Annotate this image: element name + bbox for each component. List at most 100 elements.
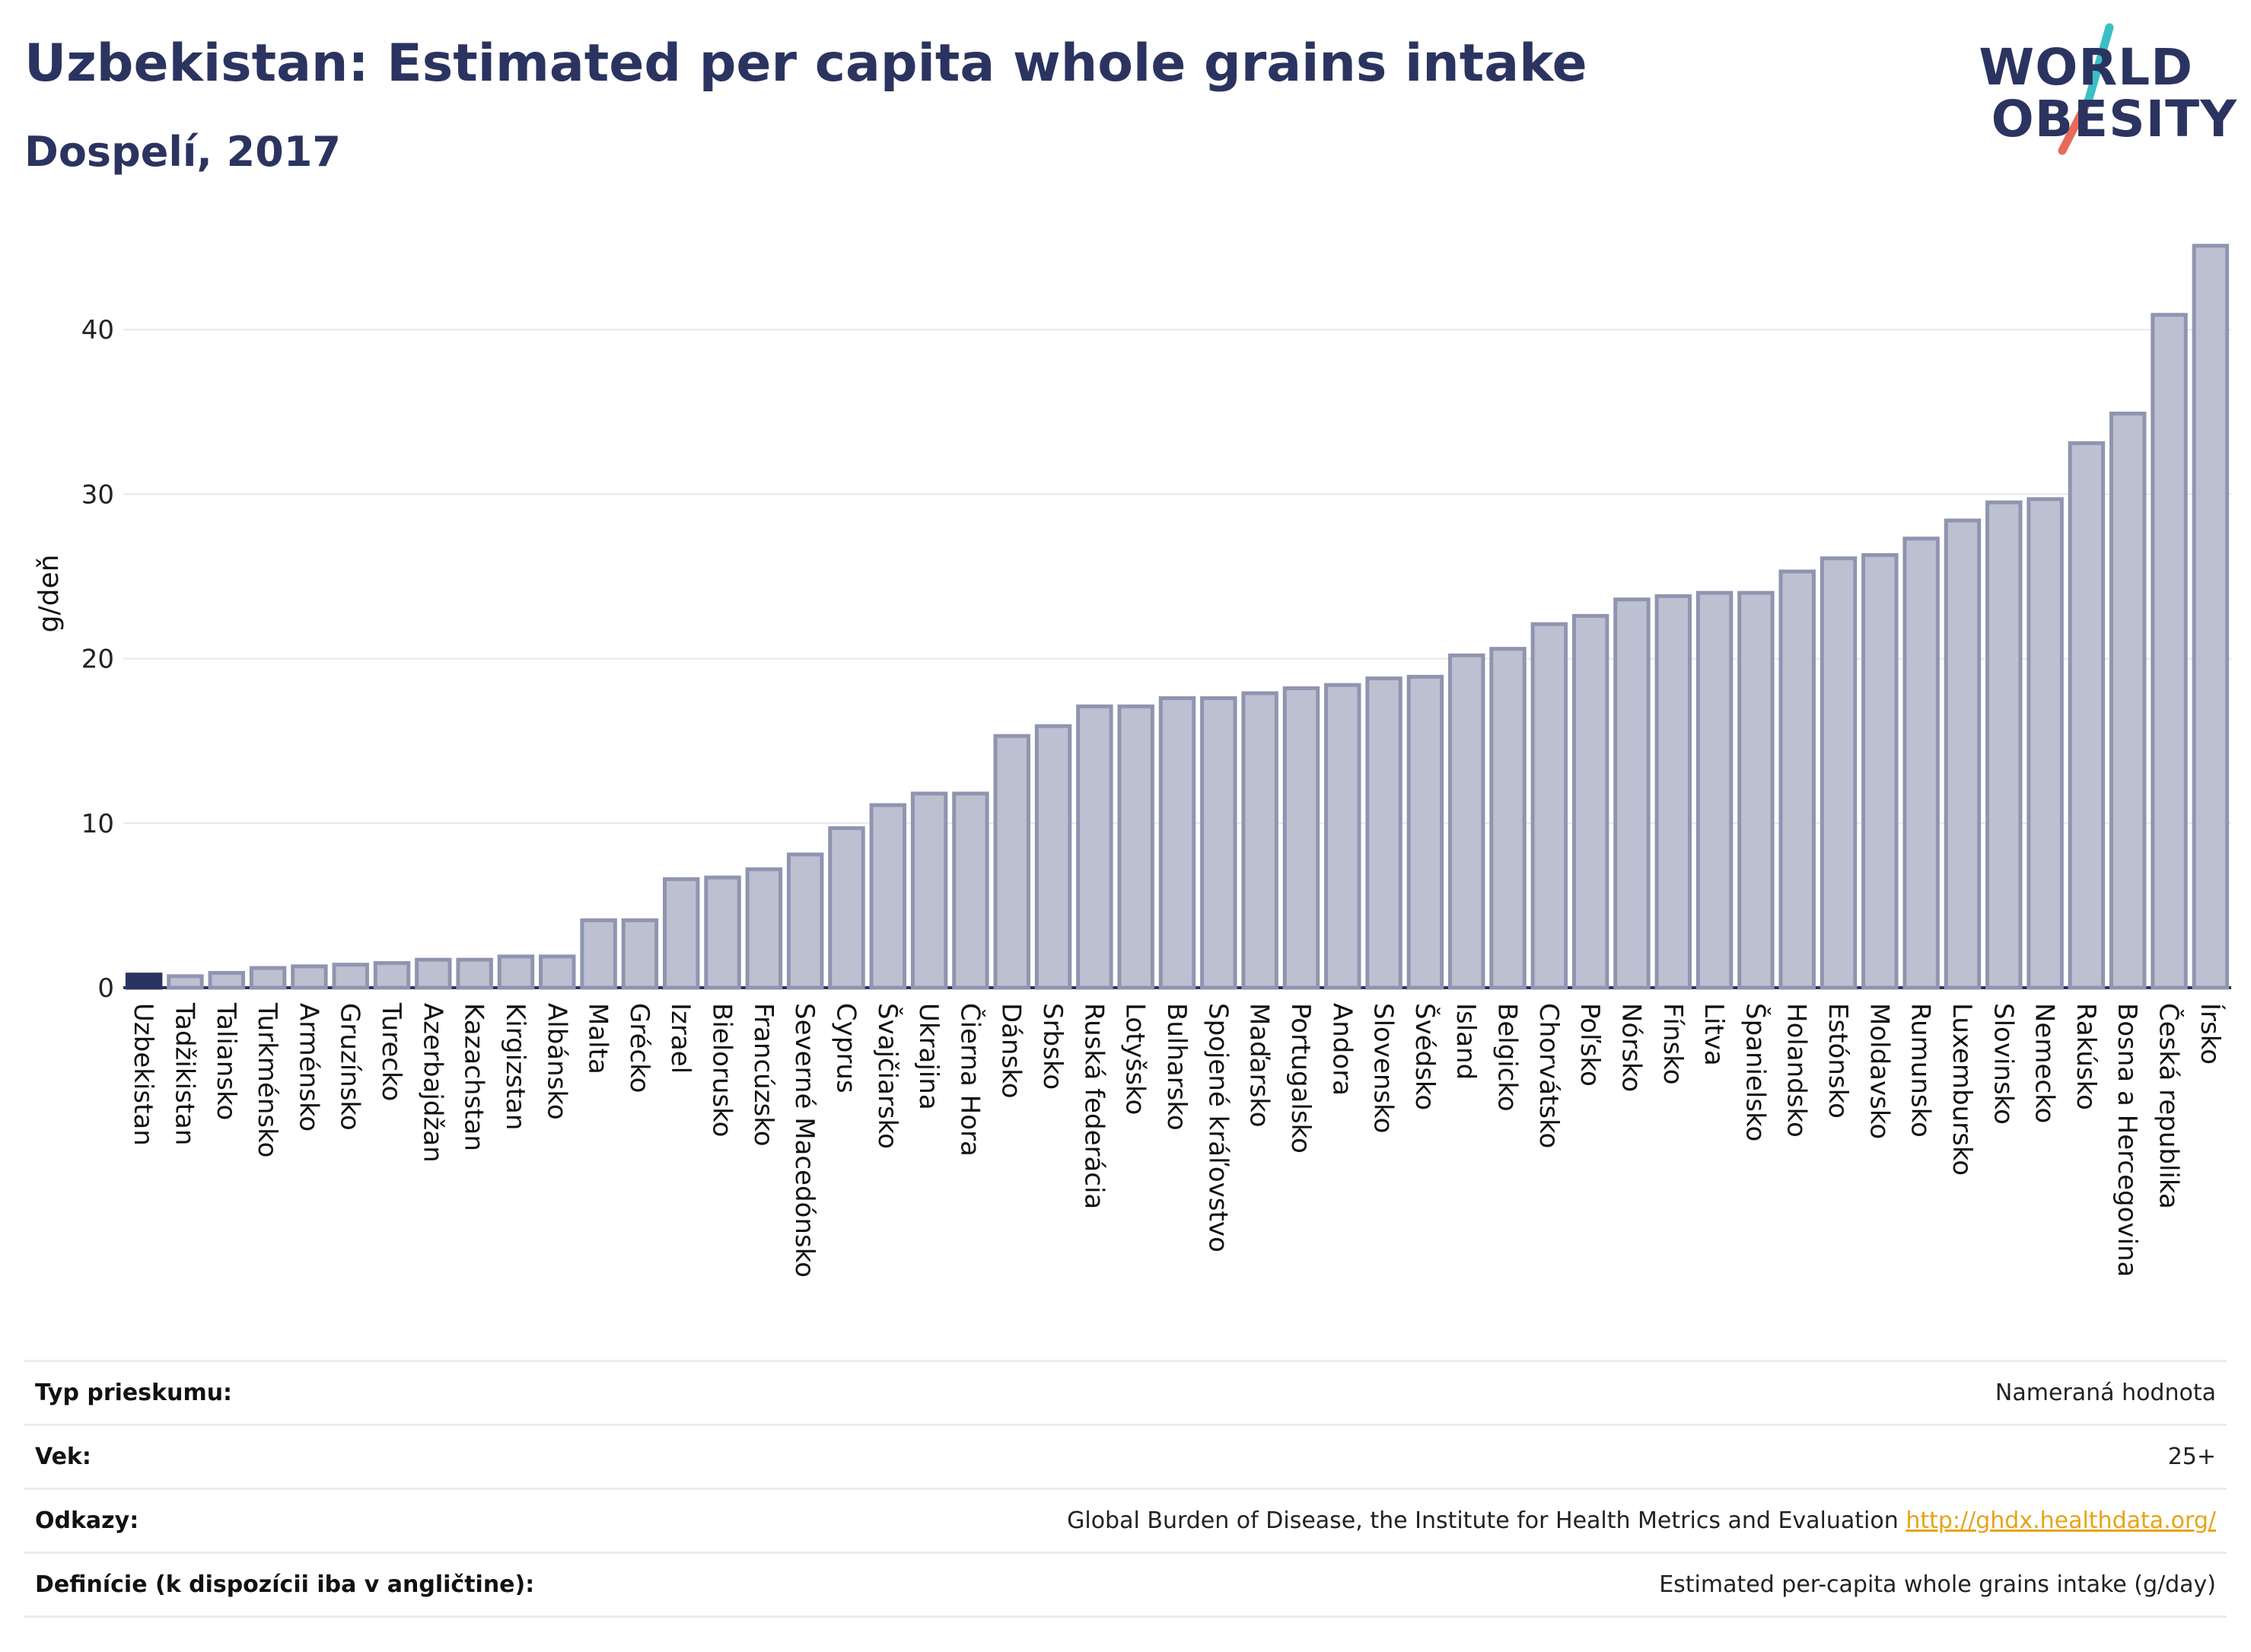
info-key: Odkazy: xyxy=(24,1488,703,1553)
bar xyxy=(497,954,535,990)
x-tick-label: Spojené kráľovstvo xyxy=(1202,1003,1233,1253)
x-tick-label: Andora xyxy=(1326,1003,1357,1096)
bar xyxy=(1695,590,1734,990)
source-link[interactable]: http://ghdx.healthdata.org/ xyxy=(1906,1507,2216,1534)
bar xyxy=(1406,674,1444,990)
x-tick-label: Bielorusko xyxy=(707,1003,737,1137)
bar xyxy=(1200,695,1237,990)
bar xyxy=(1365,676,1402,990)
x-tick-label: Čierna Hora xyxy=(954,1003,985,1157)
info-row: Vek: 25+ xyxy=(24,1424,2227,1489)
x-tick-label: Ruská federácia xyxy=(1078,1003,1109,1209)
x-tick-label: Rumunsko xyxy=(1906,1003,1936,1138)
bar xyxy=(869,803,907,990)
bar xyxy=(1944,518,1982,990)
bar xyxy=(828,826,865,990)
bar xyxy=(167,974,204,990)
bar xyxy=(456,957,493,990)
x-tick-label: Moldavsko xyxy=(1864,1003,1894,1139)
bar xyxy=(993,734,1030,990)
bar xyxy=(1117,704,1154,990)
y-tick-labels: 0 10 20 30 40 xyxy=(81,315,114,1004)
logo-text-obesity: OBESITY xyxy=(1991,90,2237,148)
y-tick-label: 20 xyxy=(81,645,114,675)
info-value-cell: Global Burden of Disease, the Institute … xyxy=(702,1488,2227,1553)
x-tick-label: Severné Macedónsko xyxy=(789,1003,820,1278)
bars xyxy=(125,244,2230,990)
y-tick-label: 0 xyxy=(97,973,114,1004)
bar xyxy=(373,961,411,990)
x-tick-label: Grécko xyxy=(624,1003,654,1093)
bar xyxy=(1158,695,1196,990)
bar xyxy=(2192,244,2230,990)
x-tick-label: Turkménsko xyxy=(252,1002,282,1157)
y-tick-label: 10 xyxy=(81,809,114,839)
y-tick-label: 30 xyxy=(81,479,114,510)
info-row: Definície (k dispozícii iba v angličtine… xyxy=(24,1552,2227,1618)
bar xyxy=(1613,597,1651,990)
bar xyxy=(291,964,328,990)
x-tick-label: Poľsko xyxy=(1574,1003,1605,1087)
x-tick-label: Taliansko xyxy=(211,1002,241,1120)
bar xyxy=(786,852,824,990)
x-tick-label: Arménsko xyxy=(293,1003,323,1132)
x-tick-label: Lotyšsko xyxy=(1120,1003,1151,1115)
x-tick-label: Srbsko xyxy=(1037,1003,1068,1090)
x-tick-label: Kirgizstan xyxy=(500,1003,530,1130)
bar xyxy=(2068,441,2106,990)
x-tick-label: Bulharsko xyxy=(1161,1003,1192,1131)
bar xyxy=(1737,590,1775,990)
x-tick-label: Uzbekistan xyxy=(128,1003,158,1146)
bar xyxy=(2151,313,2188,990)
x-tick-label: Česká republika xyxy=(2154,1003,2185,1209)
x-tick-label: Gruzínsko xyxy=(335,1003,365,1131)
bar xyxy=(910,791,948,990)
info-value: Global Burden of Disease, the Institute … xyxy=(1067,1507,1899,1534)
bar xyxy=(1282,686,1320,990)
x-tick-label: Španielsko xyxy=(1740,1003,1771,1141)
x-tick-label: Ukrajina xyxy=(913,1003,944,1110)
x-tick-label: Malta xyxy=(583,1003,613,1074)
x-tick-label: Cyprus xyxy=(830,1003,861,1093)
info-key: Vek: xyxy=(24,1424,703,1489)
x-tick-label: Maďarsko xyxy=(1244,1003,1275,1128)
bar xyxy=(2109,411,2147,990)
bar xyxy=(125,972,163,990)
bar xyxy=(1778,569,1816,990)
category-labels: Uzbekistan Tadžikistan Taliansko Turkménsko… xyxy=(128,1002,2226,1278)
x-tick-label: Kazachstan xyxy=(459,1003,489,1151)
bar xyxy=(1489,647,1527,990)
x-tick-label: Estónsko xyxy=(1823,1003,1853,1119)
bar xyxy=(208,971,246,990)
info-value: 25+ xyxy=(702,1424,2227,1489)
x-tick-label: Slovinsko xyxy=(1988,1003,2018,1125)
bar xyxy=(1571,613,1609,990)
x-tick-label: Rakúsko xyxy=(2071,1003,2101,1110)
bar xyxy=(1861,552,1899,990)
chart-subtitle: Dospelí, 2017 xyxy=(24,128,341,176)
x-tick-label: Holandsko xyxy=(1781,1003,1812,1138)
x-tick-label: Tadžikistan xyxy=(169,1002,199,1145)
bar xyxy=(1076,704,1113,990)
info-value: Estimated per-capita whole grains intake… xyxy=(702,1552,2227,1618)
x-tick-label: Litva xyxy=(1699,1003,1729,1066)
bar xyxy=(249,966,287,990)
x-tick-label: Nemecko xyxy=(2030,1003,2060,1123)
info-row: Odkazy: Global Burden of Disease, the In… xyxy=(24,1488,2227,1553)
bar xyxy=(1985,500,2023,990)
x-tick-label: Island xyxy=(1450,1003,1481,1080)
logo-slash-icon xyxy=(2058,23,2114,155)
x-tick-label: Belgicko xyxy=(1492,1003,1523,1112)
bar xyxy=(745,867,783,990)
info-table: Typ prieskumu: Nameraná hodnota Vek: 25+… xyxy=(24,1360,2227,1618)
x-tick-label: Izrael xyxy=(665,1003,696,1074)
bar xyxy=(1902,536,1940,990)
x-tick-label: Nórsko xyxy=(1616,1003,1646,1092)
x-tick-label: Albánsko xyxy=(541,1003,572,1120)
bar xyxy=(1654,594,1692,990)
logo-text-world: WORLD xyxy=(1979,38,2193,97)
x-tick-label: Slovensko xyxy=(1368,1003,1399,1133)
chart-title: Uzbekistan: Estimated per capita whole g… xyxy=(24,33,1587,94)
x-tick-label: Francúzsko xyxy=(748,1003,778,1147)
x-tick-label: Azerbajdžan xyxy=(417,1003,447,1163)
